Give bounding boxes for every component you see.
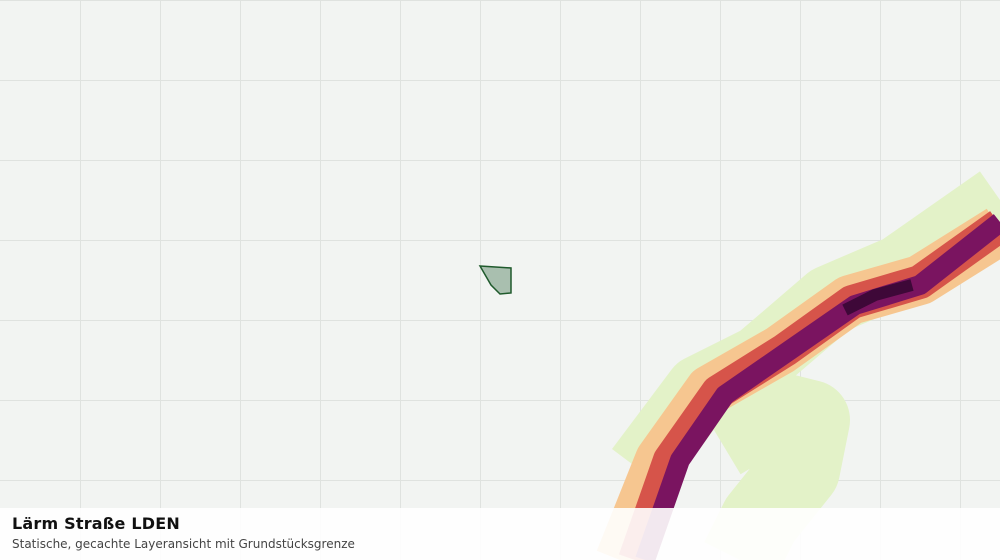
noise-layer [596, 171, 1000, 560]
noise-band-max [842, 279, 914, 316]
caption: Lärm Straße LDEN Statische, gecachte Lay… [0, 508, 1000, 560]
layer-title: Lärm Straße LDEN [12, 514, 180, 533]
parcel-boundary[interactable] [478, 265, 512, 295]
noise-band-very-high [635, 214, 1000, 560]
layer-subtitle: Statische, gecachte Layeransicht mit Gru… [12, 537, 355, 551]
